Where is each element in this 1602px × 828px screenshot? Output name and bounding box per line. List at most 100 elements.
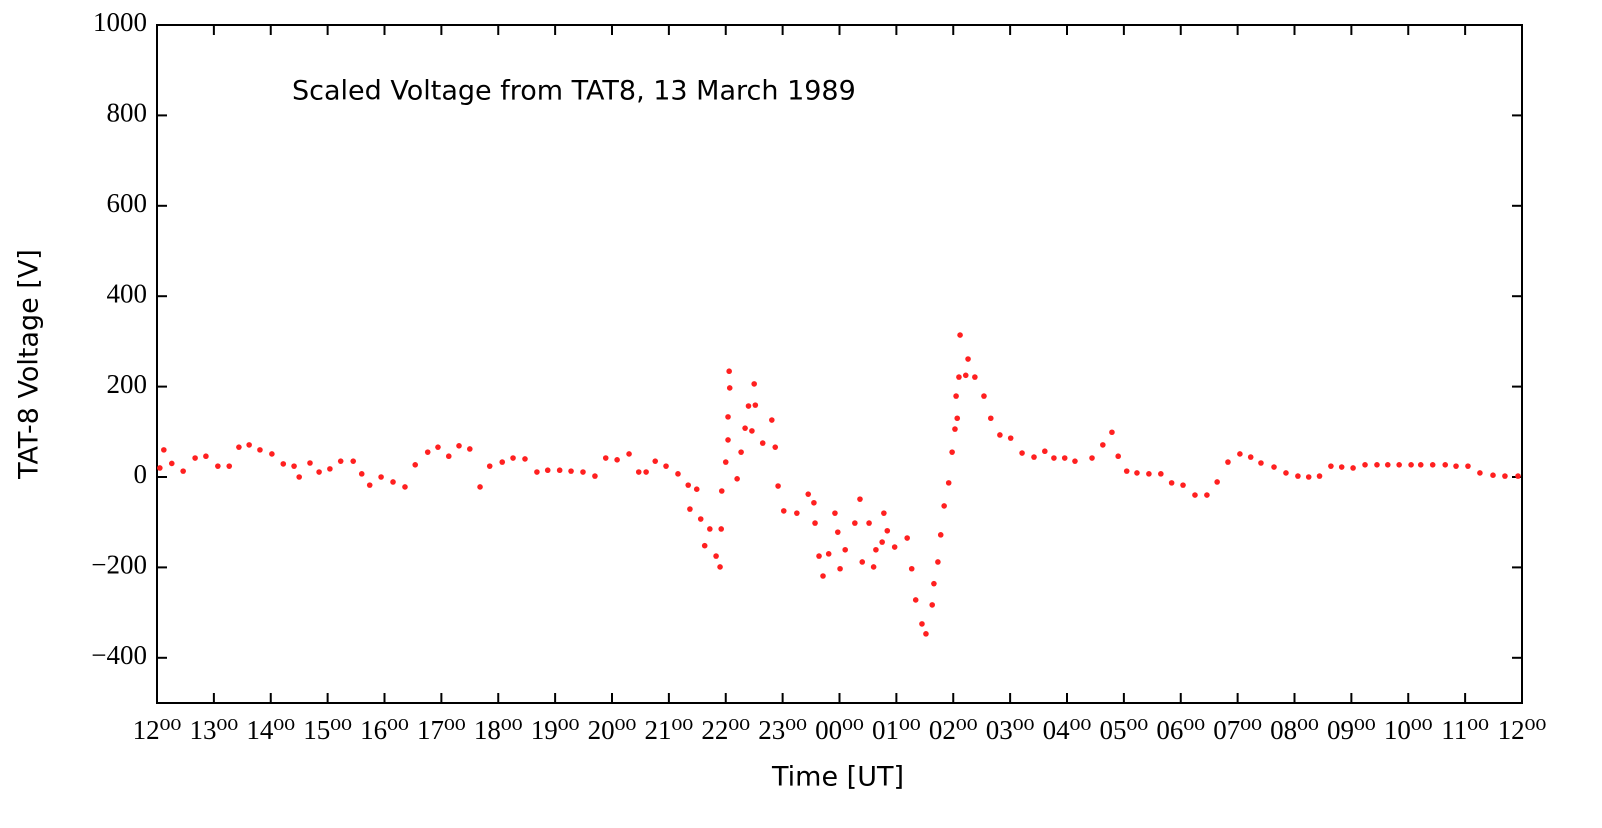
plot-frame: [156, 24, 1523, 704]
data-point: [180, 468, 186, 474]
data-point: [1042, 448, 1048, 455]
data-point: [794, 510, 800, 516]
data-point: [962, 372, 969, 379]
data-point: [1115, 453, 1121, 460]
data-point: [884, 527, 891, 534]
data-point: [957, 332, 963, 338]
data-point: [614, 457, 620, 463]
x-tick-label: 11⁰⁰: [1441, 715, 1489, 745]
data-point: [941, 503, 947, 509]
data-point: [859, 559, 866, 565]
y-tick-label: 400: [107, 278, 148, 308]
data-point: [1109, 429, 1115, 436]
x-tick-label: 14⁰⁰: [246, 715, 295, 745]
data-point: [780, 508, 787, 514]
data-point: [307, 460, 313, 466]
data-point: [402, 484, 408, 490]
y-tick-label: −400: [91, 640, 147, 670]
data-point: [1247, 454, 1254, 460]
data-point: [881, 510, 887, 516]
data-point: [693, 486, 700, 493]
data-point: [269, 451, 275, 457]
data-point: [1031, 454, 1037, 460]
data-point: [1328, 463, 1334, 469]
x-tick-label: 21⁰⁰: [645, 715, 694, 745]
data-point: [718, 488, 725, 494]
data-point: [1214, 479, 1220, 485]
data-point: [751, 381, 757, 387]
data-point: [1237, 451, 1243, 457]
data-point: [725, 414, 731, 420]
data-point: [965, 356, 971, 362]
data-point: [467, 446, 473, 452]
data-point: [1019, 450, 1025, 456]
x-tick-label: 16⁰⁰: [360, 715, 409, 745]
data-point: [1316, 473, 1323, 479]
data-point: [1396, 461, 1402, 468]
data-point: [832, 510, 838, 516]
x-tick-label: 22⁰⁰: [701, 715, 750, 745]
data-point: [168, 460, 175, 467]
x-tick-label: 13⁰⁰: [190, 715, 239, 745]
y-tick-label: −200: [91, 550, 147, 580]
data-point: [390, 479, 396, 485]
data-point: [1384, 461, 1391, 468]
data-point: [1061, 455, 1068, 461]
x-tick-label: 04⁰⁰: [1043, 715, 1092, 745]
data-point: [816, 553, 822, 559]
x-tick-label: 17⁰⁰: [417, 715, 466, 745]
data-point: [997, 432, 1003, 438]
data-point: [1350, 465, 1356, 471]
x-tick-label: 08⁰⁰: [1270, 715, 1319, 745]
y-axis-label: TAT-8 Voltage [V]: [14, 249, 45, 480]
data-point: [435, 444, 441, 450]
data-point: [722, 459, 729, 465]
data-point: [759, 440, 766, 446]
data-point: [1453, 463, 1459, 469]
y-tick-label: 600: [107, 188, 148, 218]
data-point: [499, 459, 506, 465]
x-tick-label: 12⁰⁰: [133, 715, 182, 745]
data-point: [486, 463, 493, 469]
x-tick-label: 20⁰⁰: [588, 715, 637, 745]
data-point: [1168, 480, 1175, 486]
data-point: [734, 476, 740, 482]
data-point: [510, 455, 516, 461]
data-point: [1180, 482, 1186, 488]
data-point: [837, 565, 843, 572]
data-point: [424, 449, 431, 455]
data-point: [203, 453, 209, 460]
data-point: [929, 602, 936, 608]
data-point: [378, 474, 384, 480]
data-point: [280, 461, 287, 467]
data-point: [718, 526, 724, 532]
data-point: [652, 458, 659, 464]
data-point: [1490, 472, 1496, 478]
data-point: [1477, 470, 1483, 476]
x-axis-label: Time [UT]: [771, 762, 904, 793]
x-tick-label: 05⁰⁰: [1100, 715, 1149, 745]
data-point: [834, 529, 841, 535]
data-point: [1100, 442, 1106, 448]
data-point: [937, 532, 944, 538]
data-point: [742, 425, 748, 431]
y-tick-label: 1000: [93, 7, 147, 37]
data-point: [257, 447, 263, 453]
data-point: [236, 444, 242, 450]
data-point: [891, 544, 898, 550]
data-point: [954, 415, 961, 422]
data-point: [1271, 464, 1277, 470]
y-tick-label: 0: [134, 459, 148, 489]
x-tick-label: 19⁰⁰: [531, 715, 580, 745]
data-point: [1134, 470, 1140, 476]
data-point: [366, 482, 373, 488]
data-point: [953, 393, 959, 399]
data-point: [726, 385, 733, 391]
data-point: [215, 463, 221, 469]
x-tick-label: 06⁰⁰: [1156, 715, 1205, 745]
data-point: [908, 565, 915, 572]
data-point: [602, 455, 609, 461]
data-point: [1192, 492, 1198, 498]
data-point: [412, 461, 419, 468]
data-point: [981, 393, 987, 399]
